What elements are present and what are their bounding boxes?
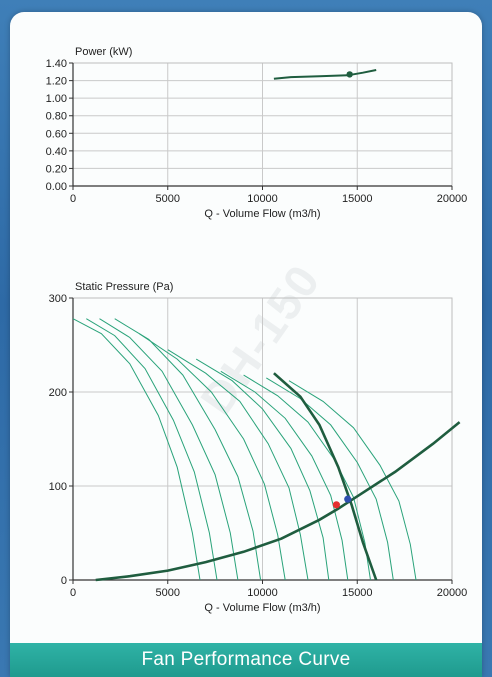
chart1-y-tick-label: 0.60 [46,128,67,140]
chart1-y-tick-label: 0.20 [46,163,67,175]
chart-card: DH-150 0 5000 10000 15000 20000 0.00 0.20 0.40 0… [10,12,482,677]
fan-speed-curve-6 [167,349,309,581]
chart1-y-tick-label: 1.00 [46,93,67,105]
fan-speed-curve-11 [288,380,417,581]
fan-speed-curve-3 [99,318,239,581]
chart2-y-tick-label: 300 [49,293,67,305]
chart2-x-tick-label: 0 [70,587,76,599]
chart1-x-tick-label: 5000 [156,193,180,205]
system-resistance-curve [95,421,461,582]
chart1-y-axis-title: Power (kW) [75,46,132,58]
fan-performance-chart: 0 5000 10000 15000 200000.000.200.400.600.80… [46,46,468,614]
chart1-x-tick-label: 0 [70,193,76,205]
fan-speed-curve-10 [266,377,394,581]
chart1-y-tick-label: 1.40 [46,58,67,70]
fan-characteristic-curve [273,372,378,581]
chart1-x-tick-label: 10000 [247,193,278,205]
fan-speed-curve-2 [86,318,218,581]
fan-speed-curve-7 [195,358,330,581]
chart2-y-tick-label: 100 [49,481,67,493]
chart2-x-tick-label: 10000 [247,587,278,599]
chart1-x-tick-label: 20000 [437,193,468,205]
chart1-y-tick-label: 0.80 [46,111,67,123]
chart1-x-tick-label: 15000 [342,193,373,205]
fan-speed-curve-5 [139,333,286,581]
chart1-y-tick-label: 0.40 [46,146,67,158]
chart2-y-axis-title: Static Pressure (Pa) [75,281,173,293]
chart2-y-tick-label: 0 [61,575,67,587]
chart2-x-axis-title: Q - Volume Flow (m3/h) [204,602,320,614]
footer-title: Fan Performance Curve [10,643,482,677]
chart1-x-axis-title: Q - Volume Flow (m3/h) [204,208,320,220]
chart2-y-tick-label: 200 [49,387,67,399]
chart1-y-tick-label: 0.00 [46,181,67,193]
chart2-x-tick-label: 5000 [156,587,180,599]
power-operating-point [346,71,353,78]
duty-point-red [332,501,341,509]
chart1-y-tick-label: 1.20 [46,76,67,88]
power-curve [273,69,377,80]
fan-speed-curve-4 [114,318,262,581]
operating-point-blue [344,495,352,503]
fan-speed-curve-8 [220,370,349,581]
chart2-x-tick-label: 15000 [342,587,373,599]
fan-speed-curve-1 [72,318,201,581]
chart2-x-tick-label: 20000 [437,587,468,599]
